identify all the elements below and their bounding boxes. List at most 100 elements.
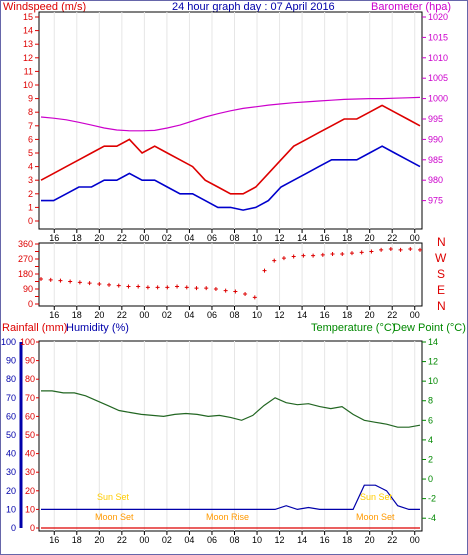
temperature-y-tick-label: 2 xyxy=(428,454,433,464)
direction-point xyxy=(330,252,335,256)
temperature-x-tick-label: 00 xyxy=(139,535,149,545)
temperature-label: Temperature (°C) xyxy=(311,322,395,334)
windspeed-axis-label: Windspeed (m/s) xyxy=(3,1,86,13)
direction-x-tick-label: 20 xyxy=(94,310,104,320)
baro-y-tick-label: 1020 xyxy=(428,12,448,22)
direction-point xyxy=(243,292,248,296)
direction-point xyxy=(388,247,393,251)
direction-point xyxy=(369,249,374,254)
direction-point xyxy=(48,277,53,282)
temperature-y-tick-label: 12 xyxy=(428,357,438,367)
temperature-x-tick-label: 14 xyxy=(297,535,307,545)
humidity-line xyxy=(41,484,420,511)
humidity-y-tick-label: 30 xyxy=(6,467,16,477)
humidity-y-tick-label: 60 xyxy=(6,411,16,421)
temperature-y-tick-label: 10 xyxy=(428,376,438,386)
humidity-y-tick-label: 0 xyxy=(11,523,16,533)
direction-x-tick-label: 08 xyxy=(229,310,239,320)
direction-x-tick-label: 02 xyxy=(162,310,172,320)
wind-y-tick-label: 0 xyxy=(28,216,33,226)
direction-x-tick-label: 00 xyxy=(410,310,420,320)
temperature-y-tick-label: 6 xyxy=(428,415,433,425)
direction-point xyxy=(359,250,364,255)
temperature-x-tick-label: 06 xyxy=(207,535,217,545)
direction-y-tick-label: 270 xyxy=(18,254,33,264)
temperature-x-tick-label: 22 xyxy=(387,535,397,545)
wind-x-tick-label: 10 xyxy=(252,233,262,243)
rainfall-y-tick-label: 20 xyxy=(25,486,35,496)
direction-x-tick-label: 16 xyxy=(320,310,330,320)
direction-point xyxy=(320,252,325,257)
direction-point xyxy=(116,283,121,288)
direction-point xyxy=(145,285,150,290)
direction-point xyxy=(68,279,73,284)
direction-y-tick-label: 90 xyxy=(23,284,33,294)
direction-x-tick-label: 22 xyxy=(117,310,127,320)
wind-y-tick-label: 3 xyxy=(28,175,33,185)
temperature-x-tick-label: 04 xyxy=(184,535,194,545)
rainfall-y-tick-label: 100 xyxy=(20,337,35,347)
wind-average-line xyxy=(41,145,421,211)
wind-x-tick-label: 16 xyxy=(49,233,59,243)
wind-x-tick-label: 04 xyxy=(184,233,194,243)
direction-x-tick-label: 18 xyxy=(342,310,352,320)
direction-point xyxy=(213,287,218,291)
direction-x-tick-label: 22 xyxy=(387,310,397,320)
direction-point xyxy=(194,286,199,291)
temperature-x-tick-label: 10 xyxy=(252,535,262,545)
wind-y-tick-label: 1 xyxy=(28,202,33,212)
direction-point xyxy=(291,254,296,259)
direction-point xyxy=(408,247,413,251)
wind-speed-line xyxy=(40,104,421,195)
temperature-y-tick-label: 8 xyxy=(428,396,433,406)
temperature-line xyxy=(41,390,421,428)
wind-x-tick-label: 22 xyxy=(117,233,127,243)
wind-x-tick-label: 14 xyxy=(297,233,307,243)
rainfall-y-tick-label: 80 xyxy=(25,374,35,384)
direction-y-tick-label: 360 xyxy=(18,239,33,249)
direction-point xyxy=(136,284,141,289)
direction-point xyxy=(97,282,102,286)
wind-x-tick-label: 08 xyxy=(229,233,239,243)
compass-w: W xyxy=(435,251,447,265)
temperature-x-tick-label: 02 xyxy=(162,535,172,545)
barometer-line xyxy=(40,96,421,132)
direction-point xyxy=(39,277,43,281)
direction-point xyxy=(184,285,189,290)
direction-point xyxy=(87,281,92,286)
direction-point xyxy=(165,285,170,290)
rainfall-y-tick-label: 50 xyxy=(25,430,35,440)
direction-point xyxy=(175,284,180,289)
humidity-y-tick-label: 50 xyxy=(6,430,16,440)
moon-rise-label: Moon Rise xyxy=(206,512,249,522)
baro-y-tick-label: 1000 xyxy=(428,94,448,104)
temperature-x-tick-label: 20 xyxy=(365,535,375,545)
direction-point xyxy=(398,247,403,252)
wind-y-tick-label: 8 xyxy=(28,107,33,117)
temperature-y-tick-label: -4 xyxy=(428,513,436,523)
baro-y-tick-label: 980 xyxy=(428,175,443,185)
humidity-y-tick-label: 80 xyxy=(6,374,16,384)
direction-point xyxy=(155,285,160,290)
humidity-label: Humidity (%) xyxy=(66,322,129,334)
wind-y-tick-label: 10 xyxy=(23,80,33,90)
direction-point xyxy=(223,288,228,293)
compass-n-bottom: N xyxy=(437,299,446,313)
direction-point xyxy=(418,247,422,252)
baro-y-tick-label: 1010 xyxy=(428,53,448,63)
direction-point xyxy=(204,286,209,291)
wind-y-tick-label: 13 xyxy=(23,39,33,49)
direction-y-tick-label: 0 xyxy=(28,299,33,309)
baro-y-tick-label: 1005 xyxy=(428,73,448,83)
compass-e: E xyxy=(437,283,445,297)
wind-x-tick-label: 12 xyxy=(275,233,285,243)
direction-point xyxy=(233,289,238,294)
wind-y-tick-label: 15 xyxy=(23,12,33,22)
moon-set-label-1: Moon Set xyxy=(95,512,134,522)
direction-x-tick-label: 12 xyxy=(275,310,285,320)
wind-y-tick-label: 12 xyxy=(23,53,33,63)
direction-x-tick-label: 00 xyxy=(139,310,149,320)
direction-x-tick-label: 16 xyxy=(49,310,59,320)
sun-set-label-2: Sun Set xyxy=(360,492,393,502)
